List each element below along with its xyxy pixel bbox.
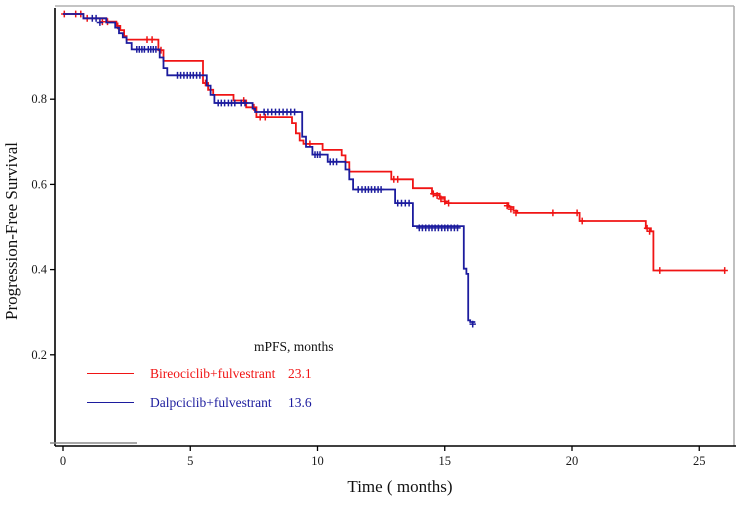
legend-line-red	[87, 373, 134, 374]
x-tick-label: 20	[566, 454, 579, 468]
censor-marks-bireociclib	[61, 10, 728, 274]
y-axis-title: Progression-Free Survival	[2, 142, 21, 321]
y-tick-label: 0.6	[31, 177, 47, 191]
x-tick-label: 5	[187, 454, 193, 468]
censor-marks-dalpciclib	[89, 14, 476, 328]
x-tick-label: 25	[693, 454, 706, 468]
legend-value-bireociclib-mpfs: 23.1	[288, 366, 312, 381]
legend-row-bireociclib: Bireociclib+fulvestrant 23.1	[0, 366, 740, 384]
x-tick-label: 15	[439, 454, 452, 468]
y-tick-label: 0.2	[31, 348, 47, 362]
legend-row-dalpciclib: Dalpciclib+fulvestrant 13.6	[0, 395, 740, 413]
x-tick-label: 0	[60, 454, 66, 468]
x-tick-label: 10	[311, 454, 324, 468]
km-curve-dalpciclib	[63, 13, 476, 323]
legend-line-blue	[87, 402, 134, 403]
y-tick-label: 0.4	[31, 263, 47, 277]
legend-label-dalpciclib: Dalpciclib+fulvestrant	[150, 395, 272, 410]
km-curve-bireociclib	[63, 13, 725, 272]
y-tick-label: 0.8	[31, 92, 47, 106]
x-axis-title: Time ( months)	[347, 477, 453, 496]
legend-label-bireociclib: Bireociclib+fulvestrant	[150, 366, 276, 381]
legend-header: mPFS, months	[254, 339, 334, 354]
legend-value-dalpciclib-mpfs: 13.6	[288, 395, 312, 410]
